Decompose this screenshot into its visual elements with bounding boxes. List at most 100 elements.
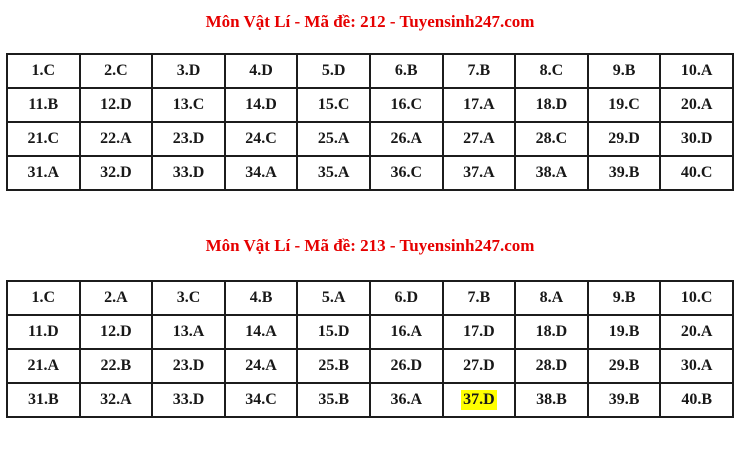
- answer-text: 2.A: [104, 289, 128, 306]
- answer-cell: 13.C: [151, 87, 226, 123]
- answer-cell: 18.D: [514, 314, 589, 350]
- answer-text: 9.B: [612, 289, 636, 306]
- answer-cell: 32.A: [78, 382, 154, 418]
- answer-cell: 8.A: [514, 280, 589, 316]
- answer-text: 38.B: [536, 391, 567, 408]
- answer-text: 23.D: [172, 130, 205, 147]
- answer-text: 27.A: [463, 130, 495, 147]
- answer-cell: 38.A: [514, 155, 589, 191]
- answer-cell: 30.A: [659, 348, 734, 384]
- answer-text: 18.D: [535, 96, 568, 113]
- answer-cell: 1.C: [6, 53, 81, 89]
- answer-row: 31.B 32.A 33.D 34.C 35.B 36.A 37.D 38.B 39.B 40.B: [6, 382, 734, 418]
- answer-cell: 40.B: [659, 382, 734, 418]
- answer-cell: 8.C: [514, 53, 589, 89]
- answer-cell: 12.D: [78, 87, 154, 123]
- answer-text: 6.B: [394, 62, 418, 79]
- answer-cell: 6.B: [368, 53, 444, 89]
- answer-cell: 33.D: [151, 155, 226, 191]
- answer-text: 34.A: [245, 164, 277, 181]
- answer-cell: 17.D: [441, 314, 517, 350]
- answer-text: 20.A: [680, 96, 713, 113]
- answer-text: 30.A: [680, 357, 713, 374]
- answer-text: 24.A: [245, 357, 277, 374]
- answer-cell: 10.A: [659, 53, 734, 89]
- answer-cell: 6.D: [368, 280, 444, 316]
- answer-text: 24.C: [245, 130, 277, 147]
- answer-text-highlighted: 37.D: [461, 390, 497, 410]
- answer-text: 35.A: [317, 164, 350, 181]
- answer-text: 31.B: [27, 391, 59, 408]
- answer-text: 13.A: [172, 323, 205, 340]
- answer-text: 2.C: [104, 62, 128, 79]
- answer-text: 18.D: [535, 323, 568, 340]
- answer-text: 33.D: [172, 391, 205, 408]
- answer-cell: 15.C: [296, 87, 371, 123]
- section-title-212: Môn Vật Lí - Mã đề: 212 - Tuyensinh247.c…: [205, 12, 535, 31]
- answer-text: 10.A: [680, 62, 713, 79]
- answer-cell: 17.A: [441, 87, 517, 123]
- answer-text: 3.D: [176, 62, 201, 79]
- answer-cell: 5.D: [296, 53, 371, 89]
- answer-text: 26.A: [390, 130, 423, 147]
- answer-cell: 36.C: [368, 155, 444, 191]
- answer-cell: 35.A: [296, 155, 371, 191]
- answer-text: 15.D: [317, 323, 350, 340]
- answer-cell: 33.D: [151, 382, 226, 418]
- answer-cell: 14.A: [223, 314, 299, 350]
- answer-text: 10.C: [680, 289, 713, 306]
- answer-row: 21.C 22.A 23.D 24.C 25.A 26.A 27.A 28.C 29.D 30.D: [6, 121, 734, 157]
- answer-cell: 31.B: [6, 382, 81, 418]
- answer-text: 22.B: [100, 357, 132, 374]
- answer-text: 40.C: [680, 164, 713, 181]
- answer-text: 21.C: [27, 130, 60, 147]
- answer-cell: 34.C: [223, 382, 299, 418]
- answer-text: 6.D: [394, 289, 419, 306]
- answer-cell: 25.B: [296, 348, 371, 384]
- answer-cell: 20.A: [659, 314, 734, 350]
- answer-text: 20.A: [680, 323, 713, 340]
- answer-cell-highlighted: 37.D: [441, 382, 517, 418]
- answer-cell: 28.D: [514, 348, 589, 384]
- answer-cell: 26.D: [368, 348, 444, 384]
- answer-cell: 3.C: [151, 280, 226, 316]
- answer-text: 39.B: [608, 164, 640, 181]
- answer-text: 9.B: [612, 62, 636, 79]
- answer-cell: 38.B: [514, 382, 589, 418]
- answer-cell: 21.C: [6, 121, 81, 157]
- answer-cell: 25.A: [296, 121, 371, 157]
- answer-text: 1.C: [31, 62, 56, 79]
- answer-text: 8.A: [539, 289, 564, 306]
- answer-cell: 21.A: [6, 348, 81, 384]
- answer-cell: 34.A: [223, 155, 299, 191]
- answer-cell: 35.B: [296, 382, 371, 418]
- answer-cell: 32.D: [78, 155, 154, 191]
- answer-cell: 3.D: [151, 53, 226, 89]
- answer-text: 28.C: [535, 130, 568, 147]
- answer-cell: 23.D: [151, 348, 226, 384]
- answer-cell: 4.B: [223, 280, 299, 316]
- answer-cell: 14.D: [223, 87, 299, 123]
- answer-section-213: Môn Vật Lí - Mã đề: 213 - Tuyensinh247.c…: [0, 191, 740, 418]
- answer-cell: 12.D: [78, 314, 154, 350]
- section-title-213: Môn Vật Lí - Mã đề: 213 - Tuyensinh247.c…: [205, 236, 535, 255]
- answer-text: 14.D: [245, 96, 277, 113]
- answer-text: 15.C: [317, 96, 350, 113]
- answer-cell: 27.D: [441, 348, 517, 384]
- answer-cell: 26.A: [368, 121, 444, 157]
- answer-cell: 19.B: [586, 314, 662, 350]
- answer-text: 23.D: [172, 357, 205, 374]
- answer-cell: 16.C: [368, 87, 444, 123]
- answer-text: 16.A: [390, 323, 423, 340]
- answer-text: 17.D: [463, 323, 495, 340]
- answer-text: 8.C: [539, 62, 564, 79]
- answer-text: 29.B: [608, 357, 640, 374]
- answer-text: 31.A: [27, 164, 60, 181]
- answer-text: 29.D: [608, 130, 640, 147]
- answer-text: 32.D: [100, 164, 132, 181]
- answer-cell: 18.D: [514, 87, 589, 123]
- answer-text: 11.D: [27, 323, 59, 340]
- answer-text: 27.D: [463, 357, 495, 374]
- answer-cell: 36.A: [368, 382, 444, 418]
